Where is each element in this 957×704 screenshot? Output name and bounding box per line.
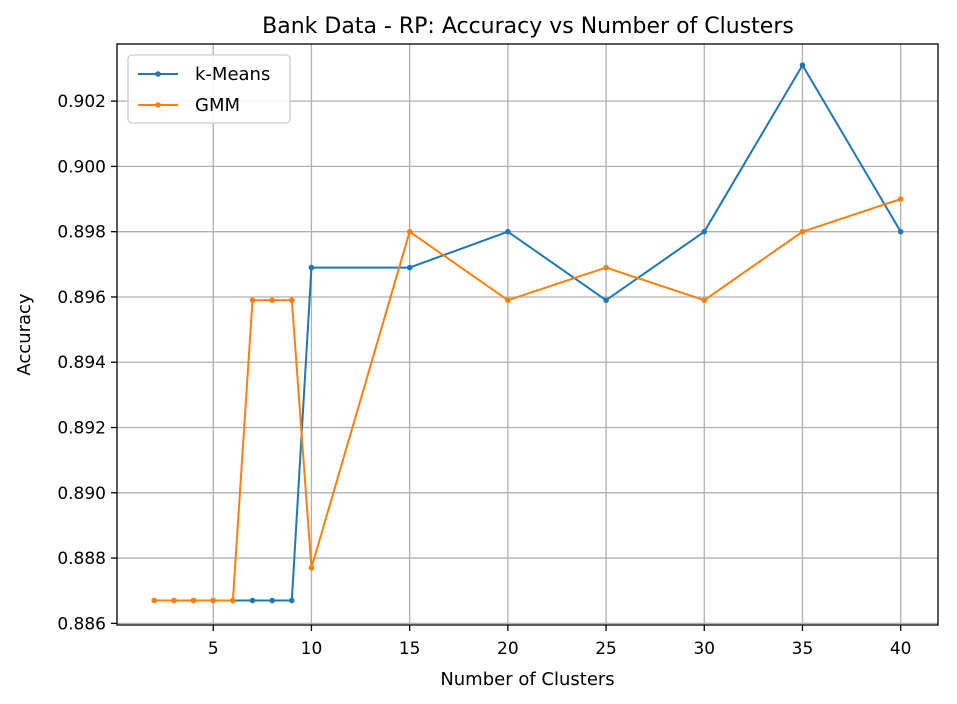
series-gmm [151, 196, 904, 604]
data-point-gmm [171, 597, 177, 604]
legend-item-k-means: k-Means [138, 64, 270, 85]
x-tick-label: 15 [399, 639, 421, 659]
data-point-gmm [151, 597, 158, 604]
legend-item-gmm: GMM [138, 95, 240, 116]
legend-label: GMM [195, 95, 240, 116]
y-tick-label: 0.894 [57, 353, 106, 373]
x-tick-label: 40 [890, 639, 912, 659]
y-tick-label: 0.892 [57, 419, 106, 439]
y-axis-label: Accuracy [14, 293, 35, 376]
y-tick-label: 0.890 [57, 484, 106, 504]
data-point-gmm [799, 228, 806, 235]
grid-lines [117, 44, 938, 625]
data-point-k-means [701, 228, 708, 235]
y-tick-label: 0.902 [57, 92, 106, 112]
data-point-gmm [249, 297, 256, 304]
series-line-k-means [154, 64, 902, 602]
data-point-k-means [505, 228, 511, 235]
x-tick-label: 20 [497, 639, 519, 659]
data-point-k-means [269, 597, 275, 604]
y-tick-label: 0.886 [57, 614, 106, 634]
data-point-gmm [406, 228, 413, 235]
data-point-k-means [897, 228, 904, 235]
series-layer [151, 62, 904, 604]
data-point-gmm [289, 297, 295, 304]
data-point-gmm [308, 565, 315, 571]
data-point-k-means [308, 264, 315, 271]
x-tick-label: 10 [301, 639, 323, 659]
legend-marker [155, 71, 161, 77]
y-tick-label: 0.900 [57, 157, 106, 177]
y-tick-label: 0.898 [57, 223, 106, 243]
data-point-k-means [799, 62, 806, 69]
x-tick-label: 5 [208, 639, 219, 659]
x-axis-label: Number of Clusters [440, 669, 614, 690]
x-tick-label: 25 [595, 639, 617, 659]
series-line-gmm [154, 198, 901, 602]
series-k-means [151, 62, 904, 604]
data-point-k-means [603, 297, 609, 304]
legend-marker [155, 102, 161, 108]
data-point-gmm [701, 297, 708, 304]
data-point-gmm [230, 597, 236, 604]
data-point-gmm [505, 297, 511, 304]
data-point-k-means [249, 597, 256, 604]
legend: k-Means GMM [127, 54, 291, 124]
data-point-gmm [603, 264, 609, 271]
data-point-gmm [210, 597, 217, 604]
x-tick-label: 30 [693, 639, 715, 659]
plot-frame [116, 43, 939, 626]
data-point-k-means [289, 597, 295, 604]
axis-ticks: 5 10 15 20 25 30 35 40 0.886 0.888 0.890 0.892 0.894… [57, 92, 911, 659]
data-point-k-means [406, 264, 413, 271]
y-tick-label: 0.888 [57, 549, 106, 569]
data-point-gmm [269, 297, 275, 304]
x-tick-label: 35 [792, 639, 814, 659]
y-tick-label: 0.896 [57, 288, 106, 308]
data-point-gmm [190, 597, 197, 604]
data-point-gmm [897, 196, 904, 202]
legend-label: k-Means [195, 64, 270, 85]
chart-title: Bank Data - RP: Accuracy vs Number of Cl… [262, 14, 794, 39]
